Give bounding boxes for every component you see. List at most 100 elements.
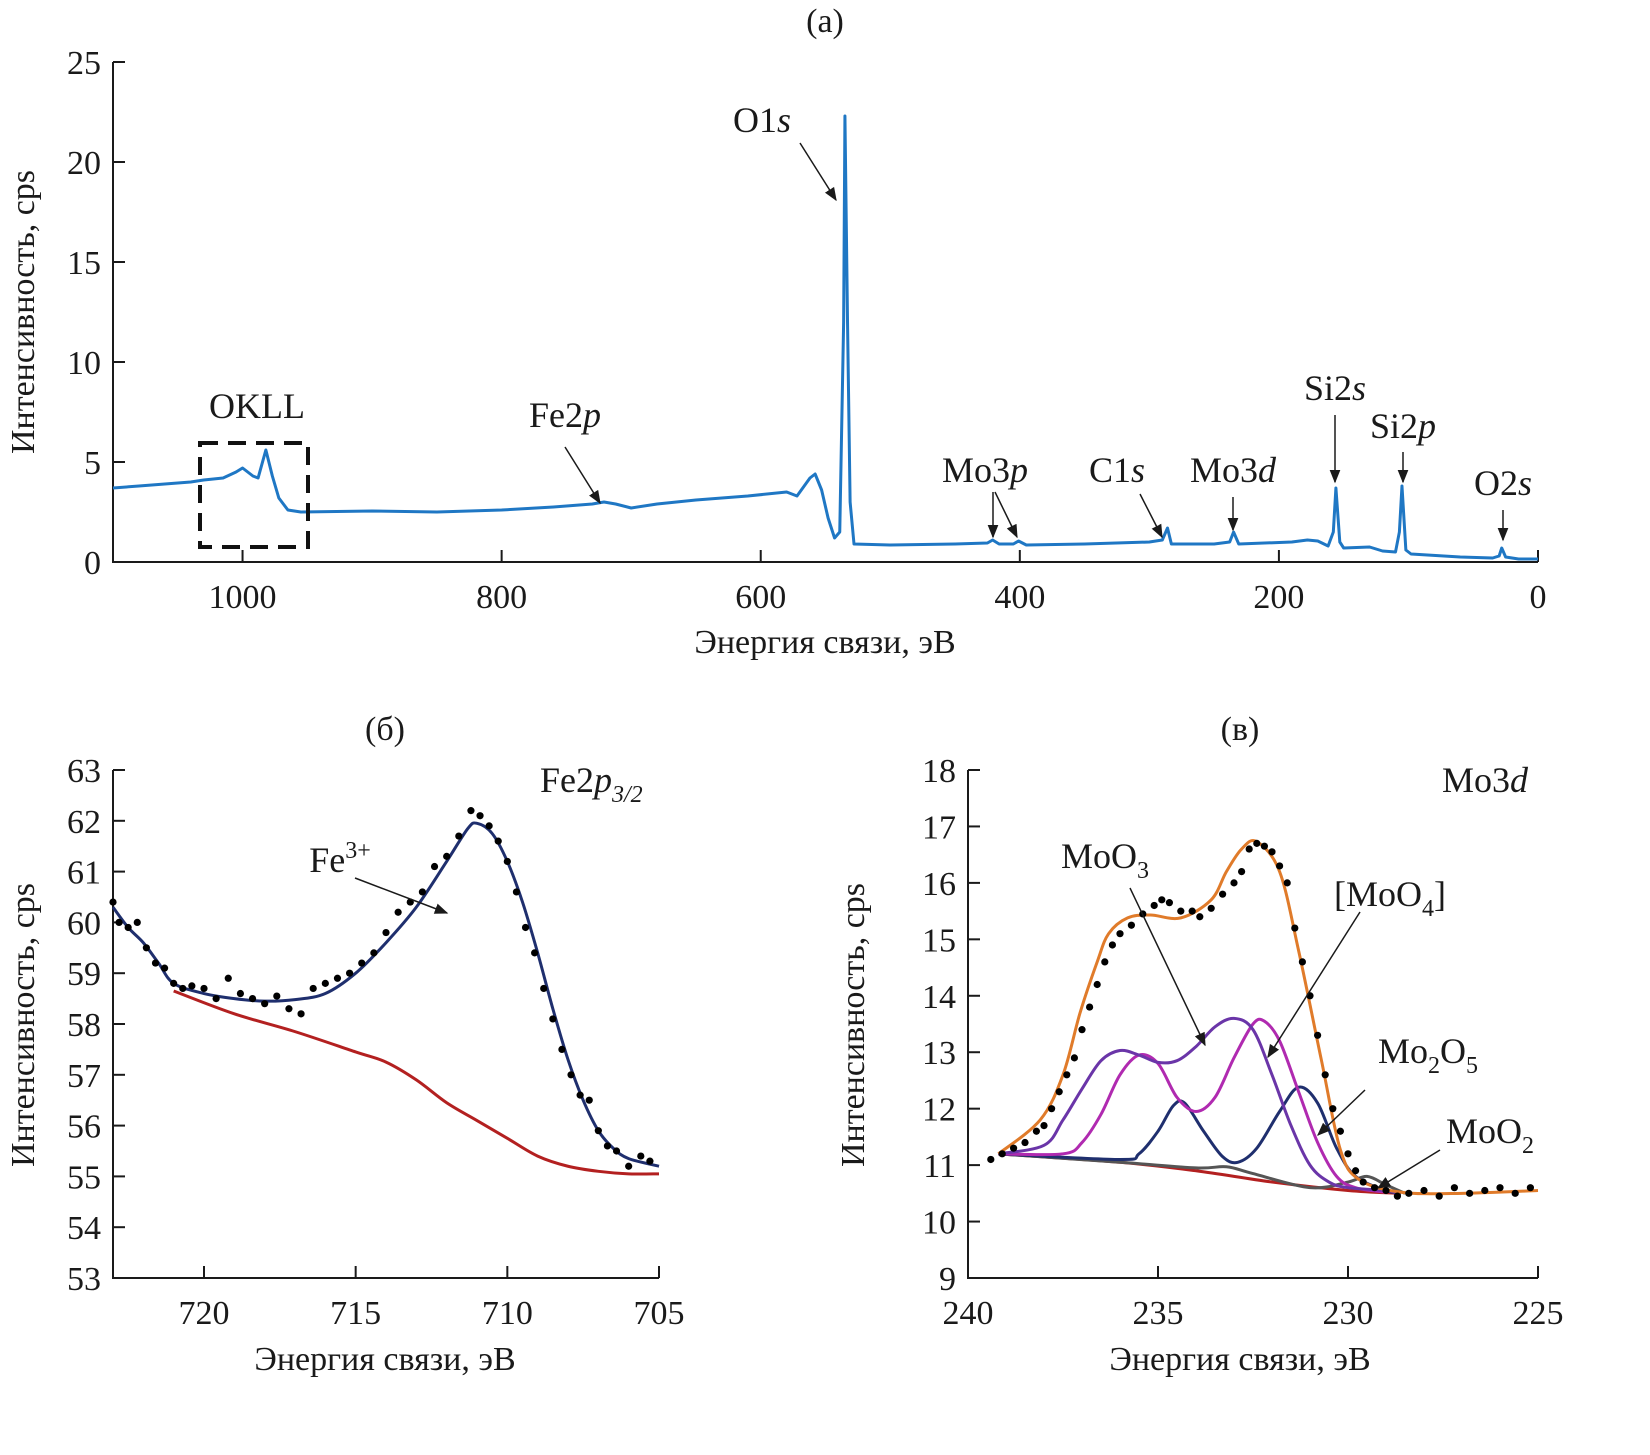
y-tick-label: 54	[67, 1210, 101, 1247]
panel-label-b: (б)	[365, 711, 405, 748]
y-tick-label: 9	[939, 1261, 956, 1298]
data-point	[1063, 1071, 1071, 1079]
y-axis-label: Интенсивность, cps	[835, 883, 872, 1167]
annotation-arrow	[799, 142, 837, 202]
annotation-part: 3	[1137, 858, 1149, 884]
data-point	[1177, 907, 1185, 915]
peak-label: C1s	[1089, 450, 1145, 490]
data-point	[133, 918, 141, 927]
data-point	[1511, 1189, 1519, 1197]
data-point	[1420, 1186, 1428, 1195]
data-point	[1116, 930, 1124, 938]
data-point	[1466, 1189, 1474, 1197]
annotation-part: Fe	[309, 840, 345, 880]
data-point	[212, 995, 220, 1003]
data-point	[1196, 913, 1204, 921]
annotation-part: 3+	[345, 838, 371, 864]
annotation-part: O	[1440, 1031, 1466, 1071]
data-point	[1298, 958, 1306, 966]
y-tick-label: 15	[67, 245, 101, 282]
data-point	[248, 995, 257, 1003]
data-point	[394, 908, 402, 916]
y-tick-label: 14	[922, 979, 956, 1016]
peak-label: Mo3d	[1190, 450, 1277, 490]
data-point	[1496, 1184, 1504, 1192]
y-tick-label: 53	[67, 1261, 101, 1298]
data-point	[1276, 862, 1284, 870]
data-point	[142, 944, 150, 952]
x-tick-label: 0	[1530, 579, 1547, 616]
annotation-part: p	[1007, 450, 1028, 490]
data-point	[1165, 899, 1173, 907]
x-tick-label: 1000	[209, 579, 277, 616]
data-point	[1268, 848, 1276, 856]
y-tick-label: 11	[923, 1148, 956, 1185]
chart-title-mo3d: Mo3d	[1442, 760, 1529, 800]
data-point	[603, 1142, 612, 1150]
data-point	[1382, 1186, 1390, 1195]
data-point	[1352, 1167, 1360, 1175]
data-point	[1086, 1003, 1094, 1011]
annotation-part: [MoO	[1334, 874, 1422, 914]
data-point	[1078, 1026, 1086, 1034]
series-line-3	[998, 1017, 1387, 1194]
peak-label: Fe2p	[529, 395, 601, 435]
annotation-arrow	[564, 446, 601, 505]
data-point	[285, 1005, 293, 1013]
data-point	[1093, 980, 1101, 989]
data-point	[637, 1152, 645, 1160]
axes	[112, 62, 1538, 563]
y-tick-label: 10	[67, 345, 101, 382]
data-point	[485, 822, 493, 830]
annotation-part: s	[1518, 463, 1532, 503]
annotation-arrow	[1317, 1089, 1366, 1136]
y-tick-label: 62	[67, 804, 101, 841]
moo4-label: [MoO4]	[1334, 874, 1446, 922]
fe2p-chart: (б) Энергия связи, эВ Интенсивность, cps…	[5, 711, 685, 1378]
y-tick-label: 17	[922, 809, 956, 846]
data-point	[540, 984, 548, 993]
y-tick-label: 20	[67, 145, 101, 182]
moo3-label: MoO3	[1061, 836, 1149, 884]
annotation-arrow	[1129, 887, 1206, 1047]
data-point	[1344, 1150, 1352, 1158]
data-point	[1245, 845, 1253, 853]
y-tick-label: 59	[67, 956, 101, 993]
data-point	[443, 852, 451, 860]
data-point	[576, 1091, 584, 1099]
axes	[112, 770, 659, 1279]
data-point	[594, 1127, 602, 1135]
data-point	[567, 1071, 575, 1079]
okll-dashed-box	[198, 441, 310, 549]
annotation-arrow	[1267, 911, 1361, 1059]
data-point	[188, 982, 196, 990]
data-point	[358, 959, 366, 967]
y-tick-label: 12	[922, 1092, 956, 1129]
data-point	[1526, 1184, 1534, 1192]
annotation-part: p	[580, 395, 601, 435]
data-point	[333, 974, 342, 982]
data-point	[430, 862, 439, 871]
series-line-0	[998, 1152, 1398, 1195]
data-point	[585, 1096, 593, 1104]
data-point	[1207, 904, 1215, 912]
data-point	[1405, 1189, 1413, 1197]
data-point	[346, 969, 354, 977]
x-tick-label: 710	[482, 1295, 533, 1332]
moo2-label: MoO2	[1446, 1111, 1534, 1159]
y-tick-label: 60	[67, 905, 101, 942]
data-point	[476, 812, 484, 820]
x-tick-label: 705	[634, 1295, 685, 1332]
peak-label: Si2p	[1370, 406, 1436, 446]
mo3d-chart: (в) Энергия связи, эВ Интенсивность, cps…	[835, 711, 1564, 1378]
data-point	[531, 949, 539, 957]
data-point	[612, 1147, 621, 1155]
x-tick-label: 240	[943, 1295, 994, 1332]
y-tick-label: 25	[67, 45, 101, 82]
data-point	[625, 1162, 633, 1170]
data-point	[1048, 1105, 1056, 1113]
data-point	[1321, 1071, 1329, 1079]
y-tick-label: 5	[84, 445, 101, 482]
data-point	[467, 807, 475, 815]
